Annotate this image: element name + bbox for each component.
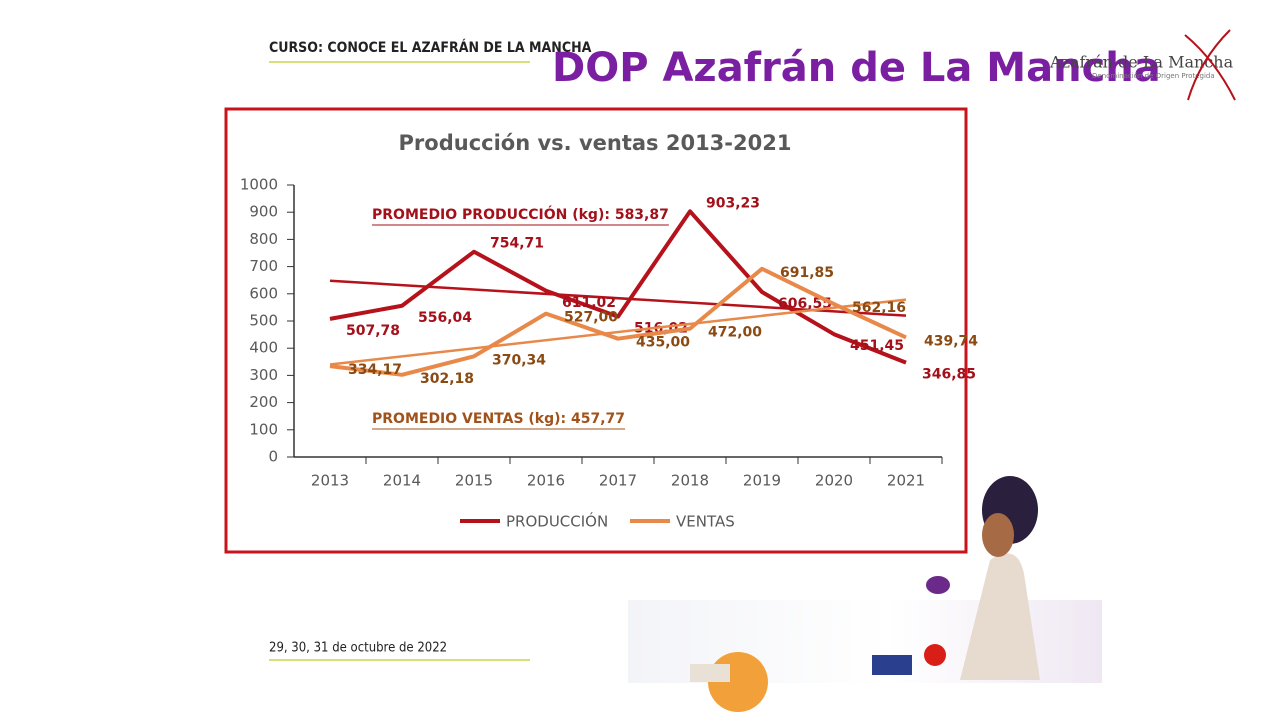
illustration-face	[982, 513, 1014, 557]
data-label: 334,17	[348, 362, 402, 378]
y-tick-label: 500	[249, 312, 278, 330]
data-label: 556,04	[418, 310, 472, 326]
series-line	[329, 266, 907, 377]
y-tick-label: 800	[249, 230, 278, 248]
chart-title: Producción vs. ventas 2013-2021	[399, 131, 792, 155]
data-label: 451,45	[850, 338, 904, 354]
y-tick-label: 100	[249, 420, 278, 438]
annotation: PROMEDIO PRODUCCIÓN (kg): 583,87	[372, 205, 669, 223]
x-tick-label: 2013	[311, 472, 349, 490]
data-label: 435,00	[636, 335, 690, 351]
banner-seal	[924, 644, 946, 666]
x-tick-label: 2021	[887, 472, 925, 490]
x-tick-label: 2016	[527, 472, 565, 490]
y-tick-label: 300	[249, 366, 278, 384]
series-line	[329, 209, 907, 365]
trend-line	[329, 298, 907, 366]
y-tick-label: 700	[249, 257, 278, 275]
y-tick-label: 200	[249, 393, 278, 411]
x-tick-label: 2017	[599, 472, 637, 490]
illustration-flower	[926, 576, 950, 594]
x-tick-label: 2014	[383, 472, 421, 490]
logo-subtitle: Denominación de Origen Protegida	[1092, 72, 1215, 80]
logo: Azafrán de La Mancha	[1049, 53, 1234, 72]
y-tick-label: 0	[268, 448, 278, 466]
y-tick-label: 1000	[240, 176, 278, 194]
x-tick-label: 2018	[671, 472, 709, 490]
logo-mark	[1184, 29, 1236, 101]
data-label: 507,78	[346, 323, 400, 339]
x-tick-label: 2020	[815, 472, 853, 490]
y-tick-label: 900	[249, 203, 278, 221]
data-label: 611,02	[562, 295, 616, 311]
slide-title: DOP Azafrán de La Mancha	[552, 45, 1161, 91]
data-label: 606,55	[778, 296, 832, 312]
course-title: CURSO: CONOCE EL AZAFRÁN DE LA MANCHA	[269, 39, 592, 56]
annotation: PROMEDIO VENTAS (kg): 457,77	[372, 411, 625, 427]
banner-house	[690, 664, 730, 682]
legend-label: VENTAS	[676, 513, 735, 531]
banner-flag	[872, 655, 912, 675]
y-tick-label: 600	[249, 284, 278, 302]
footer-dates: 29, 30, 31 de octubre de 2022	[269, 641, 447, 656]
data-label: 903,23	[706, 195, 760, 211]
data-label: 302,18	[420, 371, 474, 387]
x-tick-label: 2019	[743, 472, 781, 490]
data-label: 472,00	[708, 325, 762, 341]
data-label: 527,00	[564, 310, 618, 326]
illustration-body	[960, 553, 1040, 680]
data-label: 562,16	[852, 300, 906, 316]
legend-label: PRODUCCIÓN	[506, 512, 608, 531]
data-label: 691,85	[780, 265, 834, 281]
y-tick-label: 400	[249, 339, 278, 357]
data-label: 439,74	[924, 333, 978, 349]
data-label: 370,34	[492, 352, 546, 368]
x-tick-label: 2015	[455, 472, 493, 490]
data-label: 754,71	[490, 236, 544, 252]
data-label: 346,85	[922, 367, 976, 383]
